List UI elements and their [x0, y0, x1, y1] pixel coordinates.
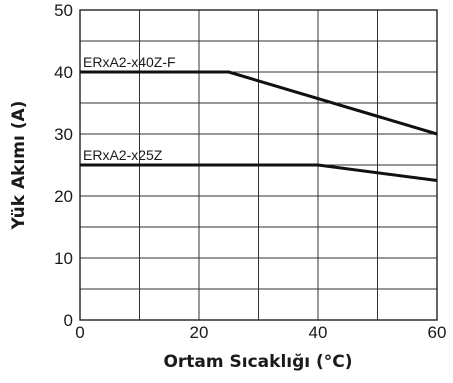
series-layer: ERxA2-x40Z-F ERxA2-x25Z [80, 54, 438, 182]
y-axis-title: Yük Akımı (A) [9, 101, 29, 231]
x-tick-label: 40 [309, 323, 328, 342]
tick-labels: 0 10 20 30 40 50 0 20 40 60 [54, 1, 446, 342]
y-tick-label: 40 [54, 63, 73, 82]
grid-lines [80, 10, 437, 320]
series-label: ERxA2-x40Z-F [83, 54, 176, 70]
y-tick-label: 50 [54, 1, 73, 20]
series-line [80, 163, 438, 182]
x-axis-title: Ortam Sıcaklığı (°C) [163, 352, 352, 372]
y-tick-label: 30 [54, 125, 73, 144]
y-tick-label: 0 [64, 311, 73, 330]
x-tick-label: 20 [190, 323, 209, 342]
y-tick-label: 20 [54, 187, 73, 206]
y-tick-label: 10 [54, 249, 73, 268]
x-tick-label: 0 [75, 323, 84, 342]
x-tick-label: 60 [428, 323, 447, 342]
series-label: ERxA2-x25Z [83, 147, 163, 163]
series-line [80, 70, 438, 136]
